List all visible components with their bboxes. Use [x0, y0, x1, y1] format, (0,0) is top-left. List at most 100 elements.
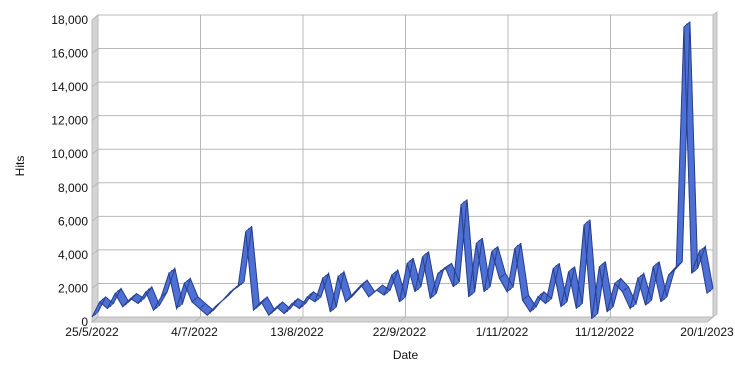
y-gridline-depth — [91, 48, 99, 54]
y-tick-label: 4,000 — [58, 248, 88, 262]
x-axis-title: Date — [393, 348, 419, 362]
x-gridline-depth — [296, 316, 304, 323]
data-point — [447, 265, 450, 267]
data-point — [540, 293, 542, 296]
data-point — [440, 270, 442, 272]
data-point — [301, 305, 304, 307]
data-point — [386, 291, 388, 294]
data-point — [647, 301, 650, 304]
data-point — [532, 308, 534, 311]
x-tick-label: 20/1/2023 — [680, 325, 734, 339]
x-gridline-depth — [399, 316, 406, 323]
data-point — [486, 288, 488, 291]
data-point — [632, 305, 634, 307]
data-point — [370, 293, 373, 296]
data-point — [701, 248, 704, 250]
data-point — [140, 300, 142, 302]
data-point — [294, 300, 296, 302]
data-point — [163, 293, 165, 296]
data-point — [155, 306, 158, 309]
y-tick-label: 8,000 — [58, 181, 88, 195]
data-point — [132, 295, 135, 297]
data-point — [709, 290, 711, 292]
data-point — [501, 275, 504, 277]
x-gridline-depth — [501, 316, 509, 323]
y-axis-title: Hits — [13, 156, 27, 177]
data-point — [417, 288, 419, 291]
data-point — [347, 298, 350, 301]
y-gridline-depth — [91, 283, 99, 289]
data-point — [255, 306, 258, 309]
data-point — [394, 271, 396, 274]
data-point — [109, 305, 112, 307]
y-gridline-depth — [91, 182, 99, 189]
y-tick-label: 14,000 — [51, 80, 88, 94]
data-point — [609, 308, 611, 311]
data-point — [278, 303, 281, 306]
x-gridline-depth — [91, 316, 99, 323]
x-gridline-depth — [604, 316, 611, 323]
data-point — [194, 298, 196, 301]
data-point — [240, 283, 242, 286]
data-point — [640, 275, 642, 277]
data-point — [670, 271, 673, 274]
data-point — [340, 273, 342, 276]
y-gridline-depth — [91, 81, 99, 88]
data-point — [493, 248, 496, 250]
data-point — [570, 268, 573, 270]
x-tick-label: 1/11/2022 — [476, 325, 529, 339]
data-point — [271, 311, 273, 314]
data-point — [593, 315, 596, 317]
data-point — [124, 303, 127, 306]
data-point — [186, 280, 189, 282]
data-point — [686, 23, 688, 26]
y-tick-label: 10,000 — [51, 147, 88, 161]
data-point — [563, 303, 565, 306]
data-point — [463, 201, 465, 203]
x-tick-label: 4/7/2022 — [171, 325, 218, 339]
data-point — [678, 263, 681, 265]
data-point — [94, 313, 96, 316]
data-point — [378, 286, 381, 289]
data-point — [586, 221, 588, 223]
y-tick-label: 2,000 — [58, 281, 88, 295]
data-point — [624, 288, 627, 291]
data-point — [509, 288, 511, 291]
y-tick-label: 16,000 — [51, 47, 88, 61]
data-point — [209, 311, 212, 314]
data-point — [470, 293, 473, 296]
right-wall — [712, 11, 718, 318]
series-line-front — [91, 26, 708, 319]
data-point — [401, 298, 404, 301]
data-point — [217, 303, 219, 306]
data-point — [578, 305, 581, 307]
data-point — [332, 308, 335, 311]
data-point — [478, 239, 481, 242]
grid-lines — [91, 14, 714, 323]
data-point — [286, 310, 288, 312]
data-point — [309, 293, 312, 296]
data-point — [232, 288, 235, 291]
data-point — [616, 280, 619, 282]
data-point — [117, 290, 119, 292]
x-tick-label: 13/8/2022 — [270, 325, 324, 339]
y-tick-label: 18,000 — [51, 13, 88, 27]
x-tick-label: 25/5/2022 — [65, 325, 119, 339]
data-point — [224, 296, 227, 299]
y-gridline-depth — [91, 115, 99, 122]
data-point — [432, 295, 435, 297]
y-gridline-depth — [91, 148, 99, 155]
x-tick-label: 22/9/2022 — [373, 325, 427, 339]
x-gridline-depth — [194, 316, 201, 323]
data-point — [655, 263, 657, 265]
data-point — [101, 298, 104, 301]
data-point — [424, 253, 427, 255]
data-point — [171, 270, 173, 272]
x-tick-label: 11/12/2022 — [575, 325, 634, 339]
y-tick-label: 0 — [81, 315, 88, 329]
y-axis-ticks: 0 2,000 4,000 6,000 8,000 10,000 12,000 14,000 1… — [51, 13, 88, 329]
data-point — [201, 305, 204, 307]
data-point — [517, 244, 519, 247]
x-axis-ticks: 25/5/2022 4/7/2022 13/8/2022 22/9/2022 1/11/… — [65, 325, 734, 339]
